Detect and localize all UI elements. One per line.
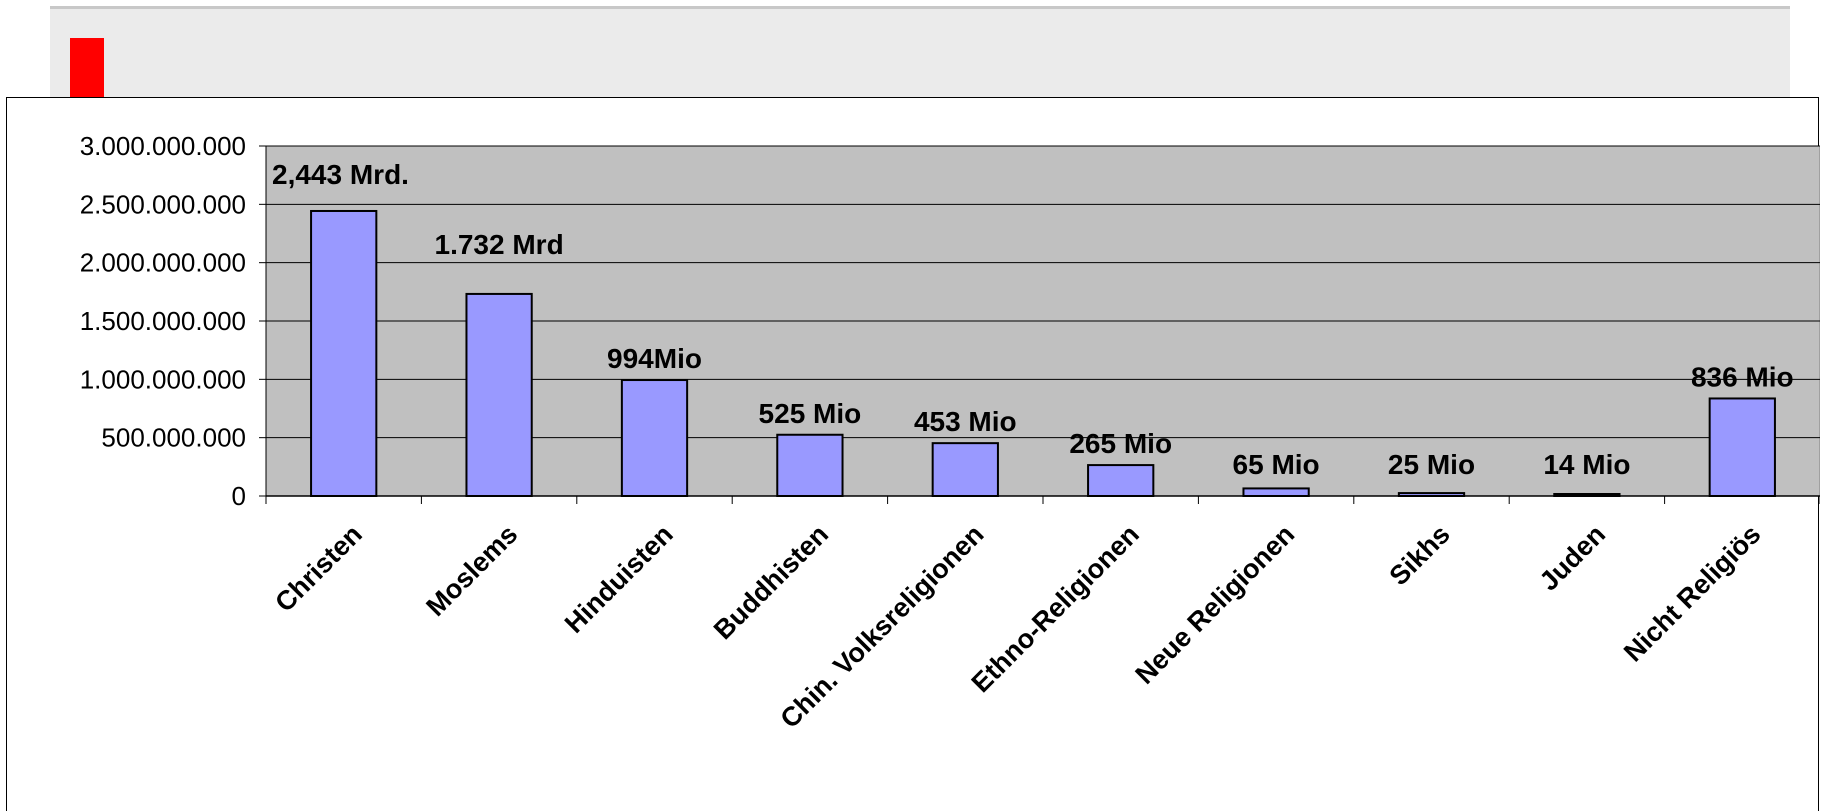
- bar-nicht-religi-s: [1708, 397, 1776, 498]
- y-tick-label: 2.000.000.000: [80, 248, 246, 278]
- y-tick-label: 2.500.000.000: [80, 189, 246, 219]
- data-label: 1.732 Mrd: [435, 229, 564, 260]
- y-tick-label: 0: [232, 481, 246, 511]
- x-category-label: Juden: [1534, 519, 1611, 596]
- bar-buddhisten: [776, 433, 844, 497]
- data-label: 994Mio: [607, 343, 702, 374]
- chart-frame: 0 500.000.000 1.000.000.000 1.500.000.000 2.…: [6, 97, 1820, 811]
- data-labels: 2,443 Mrd. 1.732 Mrd 994Mio 525 Mio 453 Mio 2…: [272, 159, 1794, 480]
- data-label: 525 Mio: [759, 398, 862, 429]
- x-category-label: Buddhisten: [708, 519, 834, 645]
- x-category-label: Hinduisten: [559, 519, 679, 639]
- bar-christen: [310, 209, 378, 497]
- x-category-label: Ethno-Religionen: [966, 519, 1145, 698]
- data-label: 14 Mio: [1543, 449, 1630, 480]
- y-tick-label: 1.500.000.000: [80, 306, 246, 336]
- bar-chin-volksreligionen: [931, 442, 999, 497]
- data-label: 453 Mio: [914, 406, 1017, 437]
- x-category-label: Sikhs: [1384, 519, 1456, 591]
- x-category-label: Christen: [269, 519, 368, 618]
- axes: [259, 145, 1820, 504]
- y-tick-labels: 0 500.000.000 1.000.000.000 1.500.000.000 2.…: [80, 131, 246, 511]
- x-category-label: Moslems: [420, 519, 523, 622]
- data-label: 265 Mio: [1069, 428, 1172, 459]
- bar-hinduisten: [620, 379, 689, 497]
- bar-ethno-religionen: [1087, 464, 1155, 498]
- y-tick-label: 1.000.000.000: [80, 364, 246, 394]
- bar-chart: 0 500.000.000 1.000.000.000 1.500.000.000 2.…: [80, 131, 1820, 734]
- slide-accent-mark: [70, 38, 104, 100]
- data-label: 2,443 Mrd.: [272, 159, 409, 190]
- x-category-label: Neue Religionen: [1130, 519, 1301, 690]
- slide-header-bar: [50, 6, 1790, 98]
- data-label: 836 Mio: [1691, 361, 1794, 392]
- x-category-labels: Christen Moslems Hinduisten BuddhistenChin.…: [269, 519, 1766, 734]
- y-tick-label: 3.000.000.000: [80, 131, 246, 161]
- bar-moslems: [465, 292, 533, 497]
- data-label: 65 Mio: [1233, 449, 1320, 480]
- y-tick-label: 500.000.000: [101, 423, 246, 453]
- data-label: 25 Mio: [1388, 449, 1475, 480]
- x-category-label: Nicht Religiös: [1618, 519, 1767, 668]
- bar-neue-religionen: [1242, 487, 1310, 497]
